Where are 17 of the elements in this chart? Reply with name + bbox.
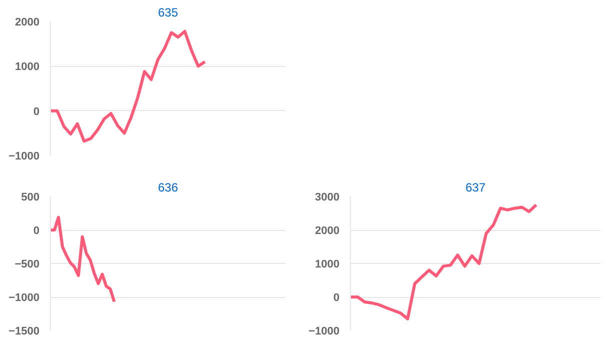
y-tick-label: 0 xyxy=(33,106,40,118)
y-tick-label: −1000 xyxy=(308,326,340,338)
y-tick-label: −1500 xyxy=(8,326,40,338)
y-tick-label: 2000 xyxy=(15,16,40,28)
chart-title: 637 xyxy=(465,180,486,194)
y-tick-label: −500 xyxy=(14,258,40,270)
y-tick-label: −1000 xyxy=(8,150,40,162)
y-tick-label: 1000 xyxy=(15,61,40,74)
y-tick-label: 3000 xyxy=(315,192,340,204)
y-tick-label: 500 xyxy=(21,192,40,204)
y-tick-label: 0 xyxy=(33,225,40,237)
y-tick-label: 1000 xyxy=(315,258,340,270)
chart-title: 635 xyxy=(158,6,178,20)
chart-title: 636 xyxy=(158,180,178,194)
y-tick-label: 2000 xyxy=(315,225,340,237)
y-tick-label: −1000 xyxy=(8,292,40,304)
y-tick-label: 0 xyxy=(333,292,340,304)
